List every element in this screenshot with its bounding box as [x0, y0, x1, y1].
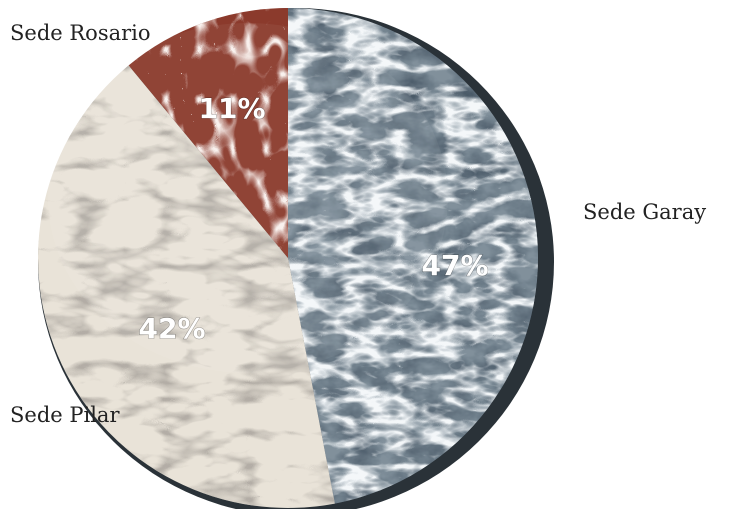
category-label-pilar: Sede Pilar [10, 403, 120, 427]
category-label-rosario: Sede Rosario [10, 21, 151, 45]
slice-label-pilar: 42% [138, 312, 205, 345]
slice-label-garay: 47% [421, 249, 488, 282]
category-label-garay: Sede Garay [583, 200, 706, 224]
slice-label-rosario: 11% [198, 92, 265, 125]
pie-sheen [48, 23, 448, 373]
pie-slices [38, 8, 539, 508]
